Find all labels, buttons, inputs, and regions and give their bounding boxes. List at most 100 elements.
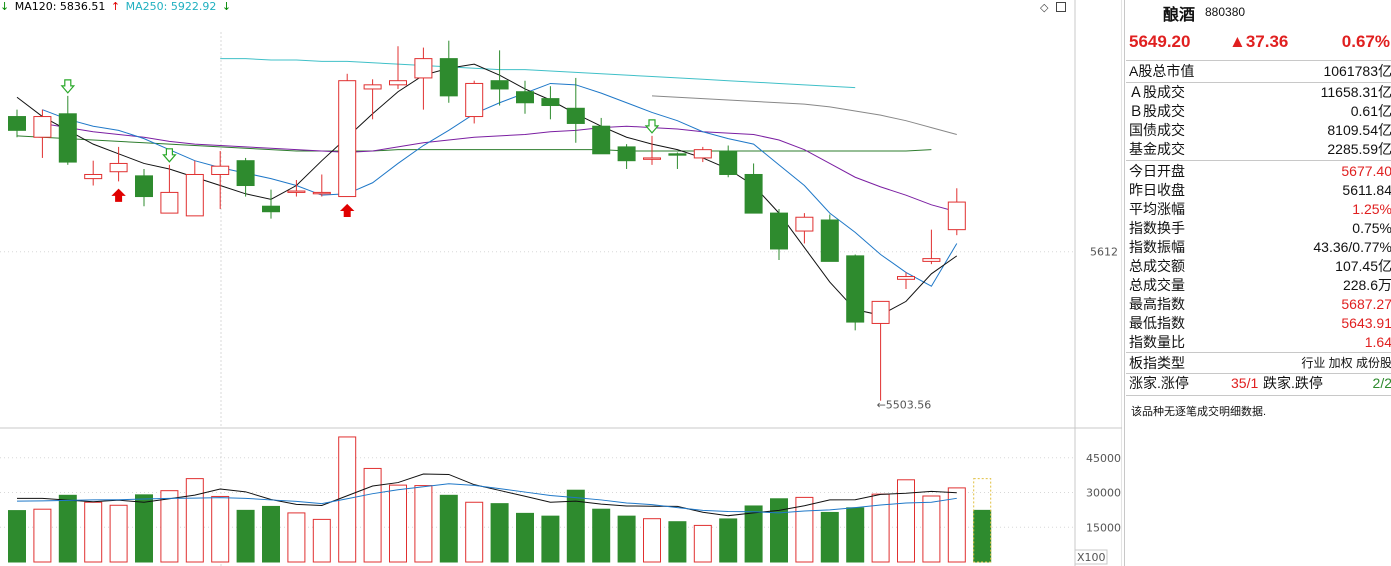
- candle-body: [363, 84, 382, 90]
- candle-body: [338, 80, 357, 198]
- index-type-links[interactable]: 行业 加权 成份股: [1301, 356, 1391, 370]
- candle-body: [8, 116, 26, 131]
- volume-tick-label: 30000: [1086, 487, 1121, 500]
- panel-divider: [1126, 160, 1391, 161]
- candle-body: [211, 165, 230, 175]
- price-change-pct: 0.67%: [1341, 32, 1390, 51]
- row-label: 平均涨幅: [1129, 201, 1185, 217]
- panel-divider: [1126, 60, 1391, 61]
- stat-row: A股总市值 1061783亿: [1129, 62, 1391, 81]
- volume-bar: [185, 478, 204, 563]
- stat-row: 国债成交 8109.54亿: [1129, 121, 1391, 140]
- candle-body: [33, 116, 52, 138]
- candle-body: [465, 82, 484, 118]
- volume-bar: [160, 490, 179, 563]
- volume-bar: [592, 508, 611, 563]
- red-up-arrow-icon: [111, 188, 126, 202]
- fall-label: 跌家.跌停: [1263, 375, 1323, 391]
- row-value: 43.36/0.77%: [1313, 239, 1391, 255]
- volume-bar: [973, 509, 992, 563]
- candle-body: [744, 173, 763, 214]
- window-restore-icon[interactable]: [1055, 2, 1066, 12]
- diamond-icon[interactable]: ◇: [1040, 1, 1049, 14]
- legend-down-arrow-icon: ↓: [0, 0, 10, 13]
- volume-bar: [236, 509, 255, 563]
- stat-row: Ｂ股成交 0.61亿: [1129, 102, 1391, 121]
- volume-bar: [516, 512, 534, 563]
- stat-row: 最高指数 5687.27: [1129, 295, 1391, 314]
- row-label: A股总市值: [1129, 63, 1195, 79]
- stat-row: 指数换手 0.75%: [1129, 219, 1391, 238]
- panel-divider: [1126, 82, 1391, 83]
- kline-chart-area[interactable]: 5612 45000 30000 15000 X100 ←5503.56 ↓ MA120:…: [0, 0, 1122, 566]
- row-value: 0.61亿: [1350, 103, 1391, 119]
- volume-unit-box: [1074, 549, 1108, 565]
- stat-row: 昨日收盘 5611.84: [1129, 181, 1391, 200]
- row-label: 指数振幅: [1129, 239, 1185, 255]
- candle-body: [516, 91, 534, 104]
- volume-tick-label: 45000: [1086, 452, 1121, 465]
- candle-body: [719, 150, 738, 175]
- volume-bar: [135, 494, 153, 563]
- stat-row: 基金成交 2285.59亿: [1129, 140, 1391, 159]
- quote-panel: 酿酒 880380 5649.20 ▲37.36 0.67% A股总市值 1061…: [1124, 0, 1391, 566]
- panel-divider: [1126, 395, 1391, 396]
- row-value: 1.25%: [1352, 201, 1391, 217]
- volume-unit-label: X100: [1077, 551, 1106, 564]
- volume-bar: [897, 479, 915, 563]
- volume-bar: [719, 518, 738, 563]
- green-down-arrow-icon: [644, 119, 660, 134]
- candle-body: [820, 219, 839, 262]
- index-name: 酿酒: [1163, 7, 1196, 24]
- limit-row: 涨家.涨停 35/1 跌家.跌停 2/2: [1129, 374, 1391, 393]
- ma120-up-arrow-icon: ↑: [110, 0, 121, 13]
- candle-body: [871, 300, 890, 324]
- volume-bar: [846, 507, 865, 563]
- row-label: 最高指数: [1129, 296, 1185, 312]
- volume-bar: [947, 487, 966, 563]
- kline-chart[interactable]: 5612 45000 30000 15000 X100 ←5503.56: [0, 0, 1122, 566]
- ma250-down-arrow-icon: ↓: [221, 0, 232, 13]
- candle-body: [592, 125, 611, 155]
- stat-row: 指数振幅 43.36/0.77%: [1129, 238, 1391, 257]
- row-label: 指数换手: [1129, 220, 1185, 236]
- stat-row: 指数量比 1.64: [1129, 333, 1391, 352]
- candle-body: [643, 157, 661, 160]
- candle-body: [185, 173, 204, 217]
- index-code: 880380: [1205, 5, 1246, 19]
- volume-bar: [922, 495, 941, 563]
- candle-body: [84, 173, 103, 180]
- row-value: 228.6万: [1342, 277, 1391, 293]
- candle-body: [58, 113, 77, 163]
- volume-ma10-line: [16, 483, 957, 514]
- candle-body: [668, 153, 687, 156]
- volume-tick-label: 15000: [1086, 521, 1121, 534]
- price-tick-label: 5612: [1090, 246, 1118, 259]
- candle-body: [541, 98, 560, 107]
- ma60-line: [16, 135, 932, 152]
- volume-bar: [262, 505, 280, 563]
- volume-bar: [211, 495, 230, 563]
- volume-bar: [820, 511, 839, 563]
- price-change: ▲37.36: [1229, 32, 1289, 51]
- candle-body: [312, 191, 331, 195]
- row-value: 5611.84: [1342, 182, 1391, 198]
- green-down-arrow-icon: [60, 79, 76, 94]
- stat-row: 总成交量 228.6万: [1129, 276, 1391, 295]
- candle-body: [947, 201, 966, 231]
- row-label: 今日开盘: [1129, 163, 1185, 179]
- row-label: Ａ股成交: [1129, 84, 1185, 100]
- index-type-row: 板指类型 行业 加权 成份股: [1129, 354, 1391, 373]
- volume-bar: [109, 504, 128, 563]
- stat-row: 平均涨幅 1.25%: [1129, 200, 1391, 219]
- forecast-volume-outline: [973, 478, 992, 563]
- volume-bar: [312, 518, 331, 563]
- red-up-arrow-icon: [339, 203, 355, 218]
- candle-body: [160, 191, 179, 214]
- candle-body: [389, 80, 407, 86]
- volume-bar: [287, 512, 306, 563]
- candle-body: [795, 216, 814, 232]
- chart-toolbar: ◇: [1040, 1, 1066, 14]
- row-value: 8109.54亿: [1327, 122, 1391, 138]
- row-value: 0.75%: [1352, 220, 1391, 236]
